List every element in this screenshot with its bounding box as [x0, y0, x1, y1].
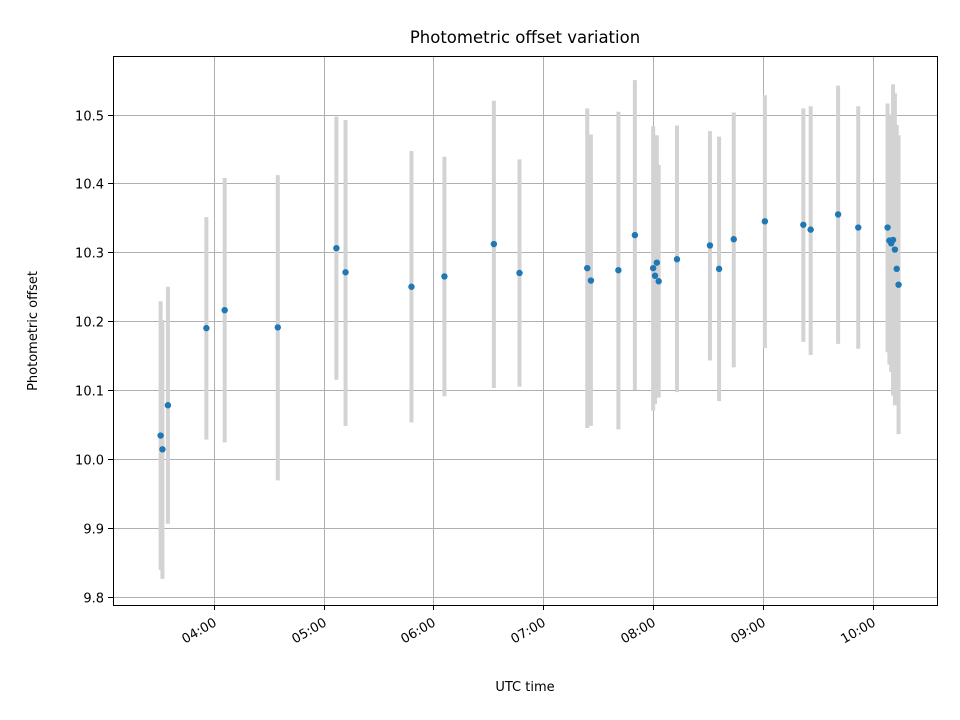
data-point	[884, 224, 891, 231]
x-tick-label: 04:00	[180, 615, 220, 647]
data-point	[895, 281, 902, 288]
data-point	[893, 265, 900, 273]
data-point	[274, 324, 281, 331]
data-point	[800, 221, 807, 228]
data-point	[649, 264, 657, 272]
y-axis-ticks: 9.8 9.9 10.0 10.1 10.2 10.3 10.4 10.5	[75, 110, 113, 607]
data-point	[761, 218, 769, 225]
data-point	[889, 236, 897, 244]
data-point	[221, 306, 228, 314]
x-tick-label: 10:00	[839, 615, 879, 647]
data-point	[408, 283, 415, 290]
data-point	[164, 402, 172, 409]
x-tick-label: 05:00	[290, 615, 330, 647]
y-tick-label: 10.5	[75, 110, 104, 125]
data-point	[706, 242, 714, 249]
x-axis-ticks: 04:00 05:00 06:00 07:00 08:00 09:00 10:00	[180, 605, 879, 647]
data-point	[651, 272, 659, 279]
data-point	[441, 273, 448, 280]
error-bars	[158, 80, 901, 579]
data-point	[587, 277, 595, 284]
data-point	[203, 324, 210, 332]
x-tick-label: 08:00	[619, 615, 659, 647]
y-tick-label: 10.0	[75, 454, 104, 469]
data-point	[159, 446, 166, 453]
data-point	[673, 256, 681, 263]
y-tick-label: 10.2	[75, 316, 104, 331]
plot-frame	[113, 56, 938, 606]
data-points	[157, 211, 902, 453]
y-tick-label: 10.4	[75, 178, 104, 193]
data-point	[715, 265, 723, 273]
x-tick-label: 07:00	[509, 615, 549, 647]
x-tick-label: 06:00	[399, 615, 439, 647]
data-point	[615, 267, 622, 274]
data-point	[490, 240, 498, 248]
y-tick-label: 9.9	[83, 523, 104, 538]
chart-title: Photometric offset variation	[410, 28, 640, 47]
data-point	[342, 269, 349, 276]
data-point	[157, 432, 164, 439]
data-point	[584, 264, 591, 272]
data-point	[516, 269, 523, 277]
x-tick-label: 09:00	[729, 615, 769, 647]
data-point	[730, 236, 737, 243]
y-tick-label: 10.3	[75, 247, 104, 262]
grid-lines	[113, 56, 937, 605]
data-point	[834, 211, 842, 218]
data-point	[333, 244, 340, 252]
y-axis-label: Photometric offset	[26, 271, 41, 391]
x-axis-label: UTC time	[495, 680, 554, 695]
data-point	[807, 226, 814, 233]
data-point	[631, 231, 639, 239]
data-point	[653, 259, 661, 266]
data-point	[655, 278, 662, 285]
y-tick-label: 9.8	[83, 592, 104, 607]
data-point	[855, 224, 862, 231]
data-point	[891, 246, 899, 253]
y-tick-label: 10.1	[75, 385, 104, 400]
